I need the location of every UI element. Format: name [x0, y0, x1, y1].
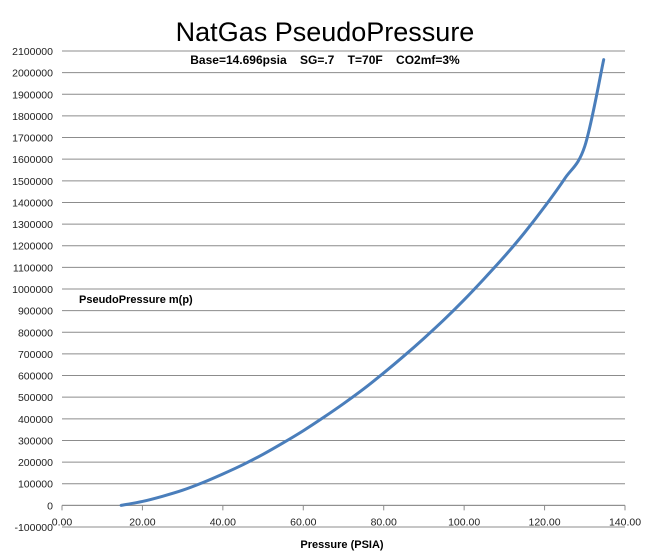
- y-tick-label: 0: [47, 500, 53, 512]
- chart-title: NatGas PseudoPressure: [176, 17, 475, 47]
- y-tick-label: 1700000: [12, 133, 53, 145]
- chart-subtitle: Base=14.696psia SG=.7 T=70F CO2mf=3%: [190, 53, 460, 67]
- x-axis-title: Pressure (PSIA): [300, 539, 383, 551]
- x-tick-label: 140.00: [609, 516, 641, 528]
- y-tick-label: -100000: [14, 522, 53, 534]
- x-tick-label: 120.00: [529, 516, 561, 528]
- y-tick-label: 2100000: [12, 46, 53, 58]
- legend-label: PseudoPressure m(p): [79, 294, 193, 306]
- y-tick-label: 1300000: [12, 219, 53, 231]
- x-tick-label: 20.00: [129, 516, 155, 528]
- y-tick-label: 1900000: [12, 89, 53, 101]
- y-axis-tick-labels: -100000 0 100000 200000 300000 400000 500000 60…: [12, 46, 53, 534]
- y-tick-label: 100000: [18, 479, 53, 491]
- y-tick-label: 1500000: [12, 176, 53, 188]
- y-tick-label: 400000: [18, 414, 53, 426]
- x-tick-label: 100.00: [448, 516, 480, 528]
- x-tick-label: 60.00: [290, 516, 316, 528]
- x-tick-label: 0.00: [52, 516, 73, 528]
- y-tick-label: 700000: [18, 349, 53, 361]
- y-tick-label: 300000: [18, 435, 53, 447]
- y-tick-label: 1200000: [12, 241, 53, 253]
- x-tick-label: 80.00: [371, 516, 397, 528]
- y-tick-label: 500000: [18, 392, 53, 404]
- y-tick-label: 1100000: [13, 262, 53, 274]
- series-line-pseudopressure: [119, 58, 606, 507]
- y-tick-label: 1400000: [12, 197, 53, 209]
- y-tick-label: 600000: [18, 371, 53, 383]
- y-tick-label: 2000000: [12, 68, 53, 80]
- y-tick-label: 1000000: [12, 284, 53, 296]
- x-axis-tick-labels: 0.00 20.00 40.00 60.00 80.00 100.00 120.00 140.…: [52, 505, 641, 528]
- y-tick-label: 800000: [18, 327, 53, 339]
- gridlines: [62, 50, 625, 528]
- y-tick-label: 1800000: [12, 111, 53, 123]
- series-layer: [119, 58, 606, 507]
- y-tick-label: 1600000: [12, 154, 53, 166]
- y-tick-label: 200000: [18, 457, 53, 469]
- y-tick-label: 900000: [18, 306, 53, 318]
- x-tick-label: 40.00: [210, 516, 236, 528]
